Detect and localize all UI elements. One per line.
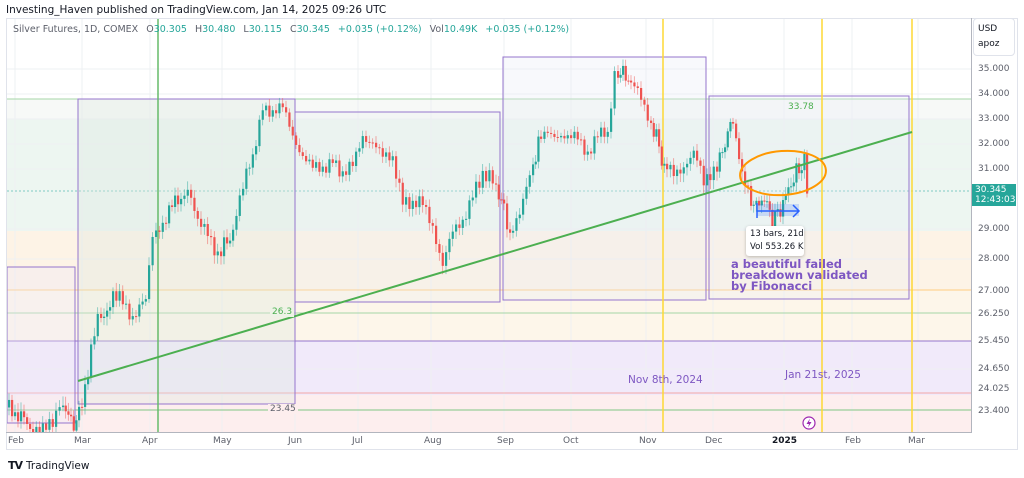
time-label: May	[213, 436, 232, 446]
price-tick: 24.650	[978, 364, 1010, 374]
tradingview-branding[interactable]: TV TradingView	[8, 459, 89, 472]
change-value: +0.035 (+0.12%)	[337, 24, 422, 35]
time-label: Nov	[639, 436, 657, 446]
price-tick: 29.000	[978, 224, 1010, 234]
time-label: Sep	[497, 436, 514, 446]
price-tick: 35.000	[978, 64, 1010, 74]
low-value: 30.115	[248, 24, 282, 35]
time-label: Apr	[142, 436, 158, 446]
bar-countdown: 12:43:03	[975, 195, 1016, 205]
symbol-name[interactable]: Silver Futures, 1D, COMEX	[13, 24, 139, 35]
price-tick: 25.450	[978, 336, 1010, 346]
fib-level-label: 33.78	[788, 102, 814, 112]
time-label: Dec	[705, 436, 723, 446]
measure-tooltip: 13 bars, 21d Vol 553.26 K	[746, 226, 804, 256]
price-tick: 28.000	[978, 254, 1010, 264]
lightning-event-icon[interactable]	[802, 416, 816, 430]
time-label: Aug	[424, 436, 442, 446]
fib-level-label: 23.45	[268, 404, 298, 414]
volume-value: 10.49K	[443, 24, 478, 35]
tradingview-logo-icon: TV	[8, 459, 23, 472]
measure-volume: Vol 553.26 K	[750, 242, 804, 252]
high-value: 30.480	[202, 24, 236, 35]
brand-name: TradingView	[26, 459, 90, 472]
time-label: Mar	[908, 436, 925, 446]
price-tick: 24.025	[978, 384, 1010, 394]
currency-unit-selector[interactable]: USD apoz	[973, 18, 1015, 56]
date-note-nov[interactable]: Nov 8th, 2024	[628, 374, 703, 386]
price-tick: 26.250	[978, 309, 1010, 319]
time-label: Feb	[8, 436, 24, 446]
publish-line: Investing_Haven published on TradingView…	[6, 4, 387, 16]
price-tick: 32.000	[978, 139, 1010, 149]
price-tick: 34.000	[978, 89, 1010, 99]
fib-level-label: 26.3	[270, 307, 295, 317]
price-tick: 23.400	[978, 406, 1010, 416]
chart-frame	[6, 18, 1018, 450]
chart-annotation[interactable]: a beautiful failed breakdown validated b…	[731, 257, 868, 293]
time-label-year: 2025	[772, 436, 798, 446]
volume-change: +0.035 (+0.12%)	[485, 24, 570, 35]
time-label: Jun	[288, 436, 303, 446]
time-axis[interactable]	[6, 432, 972, 451]
price-tick: 27.000	[978, 286, 1010, 296]
price-tick: 31.000	[978, 164, 1010, 174]
unit-label: apoz	[978, 39, 1000, 49]
currency-label: USD	[978, 24, 998, 34]
candlestick-series	[8, 59, 809, 432]
open-value: 30.305	[153, 24, 187, 35]
price-tick: 33.000	[978, 114, 1010, 124]
price-axis[interactable]	[971, 18, 1018, 432]
last-price-label: 30.345 12:43:03	[972, 184, 1016, 206]
time-label: Jul	[352, 436, 363, 446]
measure-bars: 13 bars, 21d	[750, 229, 804, 239]
symbol-legend: Silver Futures, 1D, COMEX O30.305 H30.48…	[13, 24, 570, 35]
time-label: Mar	[74, 436, 91, 446]
date-note-jan[interactable]: Jan 21st, 2025	[785, 369, 861, 381]
close-value: 30.345	[296, 24, 330, 35]
time-label: Feb	[845, 436, 861, 446]
time-label: Oct	[563, 436, 579, 446]
